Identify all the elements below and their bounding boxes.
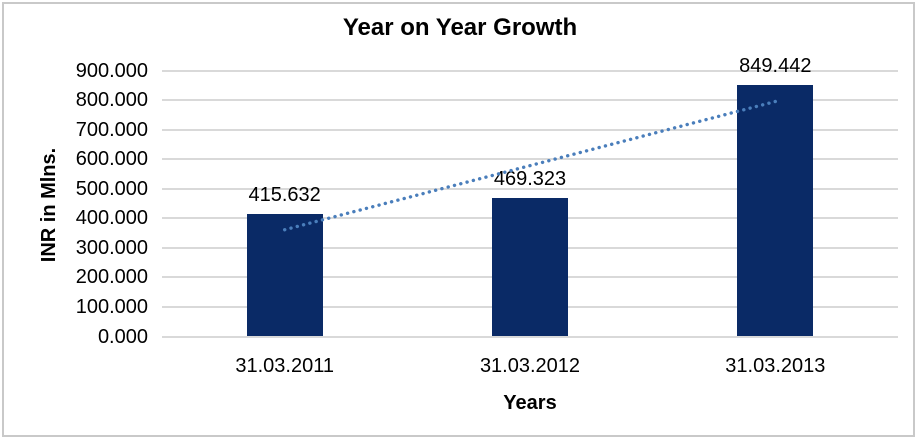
x-axis-tick-label: 31.03.2012 bbox=[479, 355, 581, 377]
bar-value-label: 415.632 bbox=[248, 183, 321, 206]
bar-value-label: 469.323 bbox=[493, 167, 567, 190]
gridline bbox=[162, 69, 898, 72]
y-axis-tick-label: 300.000 bbox=[75, 236, 148, 259]
bar bbox=[246, 213, 323, 337]
y-axis-tick-label: 500.000 bbox=[75, 177, 148, 200]
gridline bbox=[162, 128, 898, 131]
chart-title: Year on Year Growth bbox=[342, 14, 578, 41]
gridline bbox=[162, 158, 898, 161]
trendline-dotted-segment bbox=[282, 99, 778, 232]
y-axis-tick-label: 700.000 bbox=[75, 118, 148, 141]
y-axis-tick-label: 200.000 bbox=[75, 266, 148, 289]
y-axis-tick-label: 100.000 bbox=[75, 295, 148, 318]
gridline bbox=[162, 99, 898, 102]
y-axis-tick-label: 800.000 bbox=[75, 89, 148, 112]
y-axis-tick-label: 400.000 bbox=[75, 207, 148, 230]
bar bbox=[492, 197, 568, 337]
bar bbox=[737, 85, 814, 337]
x-axis-tick-label: 31.03.2011 bbox=[235, 355, 334, 377]
gridline bbox=[162, 335, 898, 338]
y-axis-tick-label: 900.000 bbox=[75, 59, 148, 82]
y-axis-tick-label: 0.000 bbox=[97, 325, 148, 348]
gridline bbox=[162, 187, 898, 190]
y-axis-tick-label: 600.000 bbox=[75, 148, 148, 171]
x-axis-title: Years bbox=[503, 392, 557, 414]
x-axis-tick-label: 31.03.2013 bbox=[725, 355, 826, 377]
bar-value-label: 849.442 bbox=[739, 55, 812, 78]
